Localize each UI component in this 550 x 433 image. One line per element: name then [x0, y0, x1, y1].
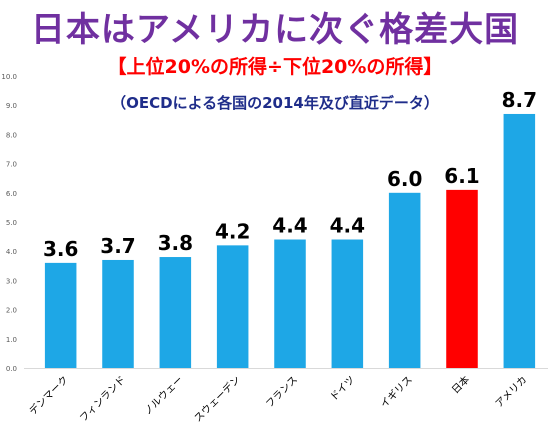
x-tick-label: 日本 — [449, 373, 472, 396]
value-labels: 3.6 3.7 3.8 4.2 4.4 4.4 6.0 6.1 8.7 — [43, 88, 537, 261]
value-label: 4.2 — [215, 219, 250, 243]
y-tick-label: 6.0 — [6, 190, 17, 198]
value-label: 8.7 — [502, 88, 537, 112]
x-tick-label: デンマーク — [26, 373, 71, 418]
y-tick-label: 9.0 — [6, 102, 17, 110]
y-tick-label: 8.0 — [6, 131, 17, 139]
y-tick-label: 0.0 — [6, 365, 17, 373]
chart-title: 日本はアメリカに次ぐ格差大国 — [30, 10, 520, 50]
x-tick-label: ノルウェー — [142, 374, 186, 418]
y-tick-label: 1.0 — [6, 336, 17, 344]
y-tick-label: 10.0 — [1, 73, 17, 81]
bar — [216, 245, 249, 368]
y-axis: 0.0 1.0 2.0 3.0 4.0 5.0 6.0 7.0 8.0 9.0 10.0 — [1, 73, 548, 373]
bar — [331, 239, 364, 368]
x-tick-label: フランス — [263, 374, 300, 411]
x-tick-label: スウェーデン — [191, 373, 243, 425]
value-label: 4.4 — [330, 214, 365, 238]
bar — [102, 259, 134, 368]
y-tick-label: 2.0 — [6, 307, 17, 315]
bars — [44, 113, 536, 369]
value-label: 3.8 — [158, 231, 193, 255]
bar — [446, 189, 478, 368]
x-axis-labels: デンマーク フィンランド ノルウェー スウェーデン フランス ドイツ イギリス 日本 アメリカ — [26, 373, 529, 425]
value-label: 6.0 — [387, 167, 422, 191]
y-tick-label: 3.0 — [6, 277, 17, 285]
bar — [274, 239, 306, 368]
bar — [44, 262, 77, 368]
value-label: 6.1 — [444, 164, 479, 188]
y-tick-label: 7.0 — [6, 161, 17, 169]
value-label: 3.7 — [100, 234, 135, 258]
bar — [503, 113, 536, 369]
chart-note: （OECDによる各国の2014年及び直近データ） — [111, 94, 439, 112]
value-label: 4.4 — [272, 214, 307, 238]
chart-subtitle: 【上位20%の所得÷下位20%の所得】 — [107, 56, 443, 78]
x-tick-label: フィンランド — [77, 374, 128, 425]
bar — [388, 192, 421, 368]
x-tick-label: アメリカ — [493, 374, 529, 410]
y-tick-label: 5.0 — [6, 219, 17, 227]
value-label: 3.6 — [43, 237, 78, 261]
x-tick-label: ドイツ — [328, 374, 357, 403]
y-tick-label: 4.0 — [6, 248, 17, 256]
bar — [159, 257, 192, 368]
x-tick-label: イギリス — [378, 374, 415, 411]
